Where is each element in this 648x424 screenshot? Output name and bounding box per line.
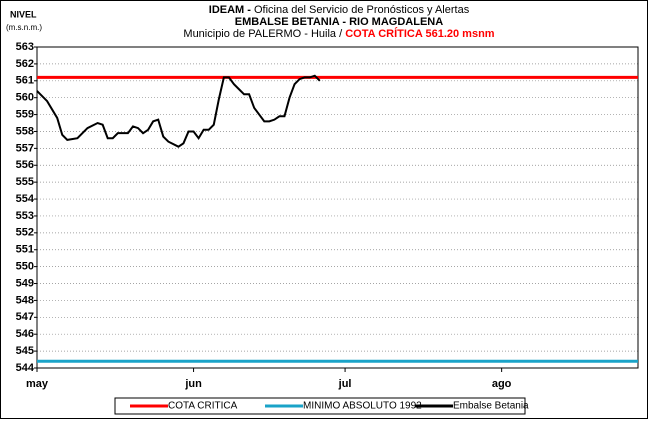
- y-axis-label: NIVEL: [10, 9, 37, 19]
- y-tick-label: 556: [16, 159, 34, 171]
- y-tick-label: 553: [16, 210, 34, 222]
- plot-area: [36, 46, 639, 369]
- y-tick-label: 554: [16, 193, 35, 205]
- y-tick-label: 561: [16, 75, 34, 87]
- legend-label: Embalse Betania: [453, 401, 529, 412]
- subtitle: EMBALSE BETANIA - RIO MAGDALENA: [235, 16, 443, 28]
- series-line: [36, 74, 321, 148]
- legend: [114, 397, 526, 415]
- title: IDEAM - Oficina del Servicio de Pronósti…: [209, 4, 470, 16]
- y-tick-label: 545: [16, 345, 34, 357]
- title-bold: IDEAM -: [209, 4, 252, 16]
- title-rest: Oficina del Servicio de Pronósticos y Al…: [254, 4, 470, 16]
- y-tick-label: 548: [16, 294, 34, 306]
- critical-label: COTA CRÍTICA 561.20 msnm: [345, 27, 495, 40]
- x-tick-label: jun: [184, 378, 202, 390]
- y-tick-label: 546: [16, 328, 34, 340]
- y-tick-label: 557: [16, 142, 34, 154]
- y-tick-label: 558: [16, 125, 34, 137]
- location-line: Municipio de PALERMO - Huila / COTA CRÍT…: [183, 27, 494, 40]
- y-tick-label: 563: [16, 41, 34, 53]
- y-tick-label: 552: [16, 227, 34, 239]
- y-axis-unit: (m.s.n.m.): [6, 23, 42, 32]
- y-tick-label: 562: [16, 58, 34, 70]
- location: Municipio de PALERMO - Huila /: [183, 28, 343, 40]
- y-tick-label: 551: [16, 244, 34, 256]
- y-tick-label: 559: [16, 108, 34, 120]
- legend-label: COTA CRITICA: [168, 401, 238, 412]
- x-tick-label: jul: [338, 378, 352, 390]
- x-tick-label: may: [26, 378, 49, 390]
- y-tick-label: 560: [16, 92, 34, 104]
- legend-label: MINIMO ABSOLUTO 1992: [303, 401, 422, 412]
- y-tick-label: 550: [16, 261, 34, 273]
- y-tick-label: 549: [16, 277, 34, 289]
- y-tick-label: 544: [16, 362, 35, 374]
- y-tick-label: 547: [16, 311, 34, 323]
- x-tick-label: ago: [492, 378, 512, 390]
- y-tick-label: 555: [16, 176, 34, 188]
